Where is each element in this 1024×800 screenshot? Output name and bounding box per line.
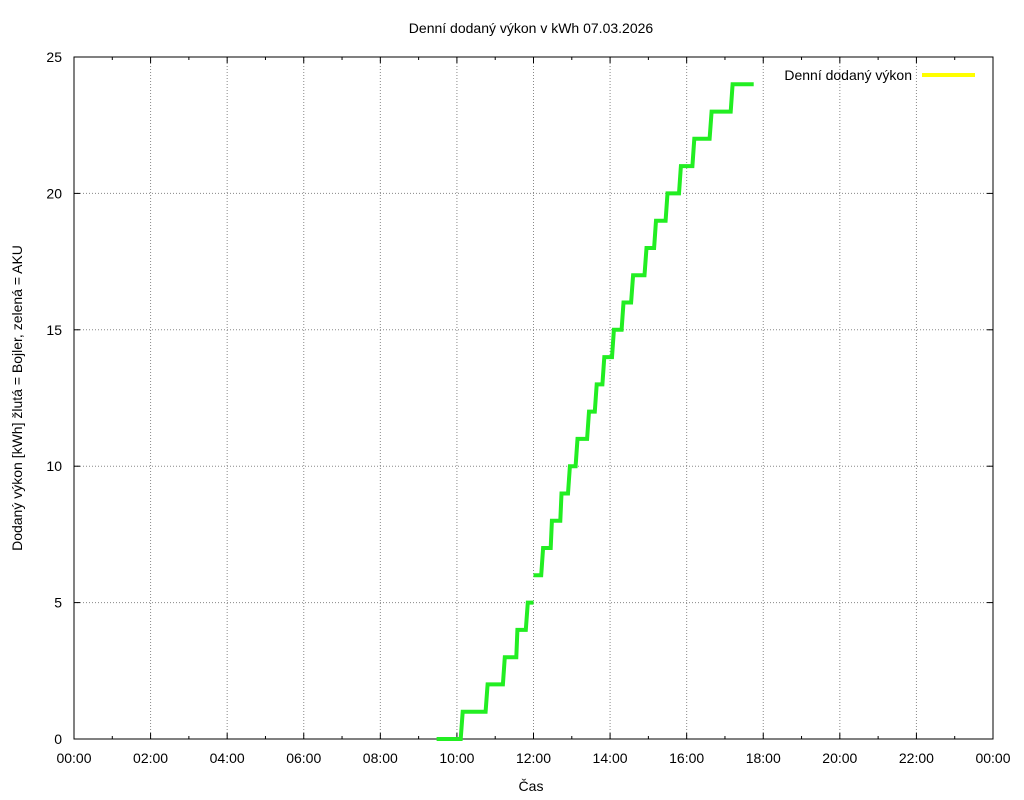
y-tick-label: 20: [46, 185, 62, 201]
x-tick-label: 22:00: [899, 750, 934, 766]
x-tick-label: 06:00: [286, 750, 321, 766]
grid-layer: [74, 57, 993, 739]
x-tick-label: 14:00: [593, 750, 628, 766]
tick-layer: 00:00 02:00 04:00 06:00 08:00 10:00 12:00 14:00…: [46, 49, 1010, 766]
x-tick-label: 02:00: [133, 750, 168, 766]
series-line-1: [436, 82, 754, 741]
x-tick-label: 00:00: [975, 750, 1010, 766]
legend: Denní dodaný výkon: [784, 67, 975, 83]
series-layer: [436, 82, 754, 741]
x-tick-label: 08:00: [363, 750, 398, 766]
x-tick-label: 04:00: [210, 750, 245, 766]
x-tick-label: 20:00: [822, 750, 857, 766]
y-tick-label: 5: [54, 595, 62, 611]
x-tick-label: 00:00: [56, 750, 91, 766]
y-tick-label: 15: [46, 322, 62, 338]
x-axis-label: Čas: [519, 778, 544, 794]
chart-title: Denní dodaný výkon v kWh 07.03.2026: [409, 20, 654, 36]
legend-label: Denní dodaný výkon: [784, 67, 912, 83]
y-tick-label: 10: [46, 458, 62, 474]
x-tick-label: 18:00: [746, 750, 781, 766]
y-tick-label: 25: [46, 49, 62, 65]
x-tick-label: 10:00: [439, 750, 474, 766]
x-tick-label: 12:00: [516, 750, 551, 766]
y-tick-label: 0: [54, 731, 62, 747]
y-axis-label: Dodaný výkon [kWh] žlutá = Bojler, zelen…: [9, 245, 25, 551]
x-tick-label: 16:00: [669, 750, 704, 766]
